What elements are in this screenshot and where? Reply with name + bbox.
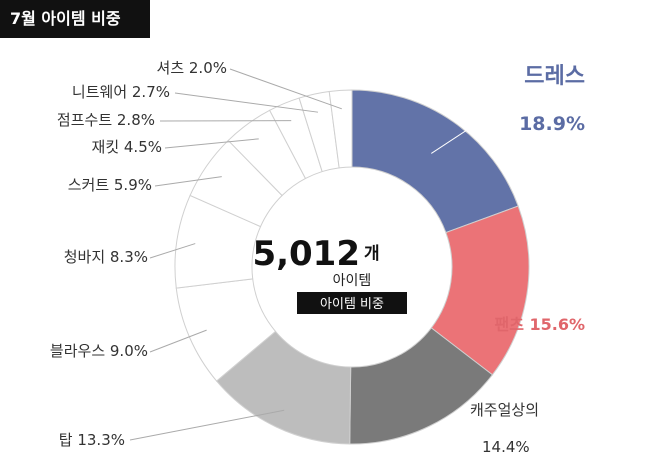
center-total-value: 5,012 xyxy=(252,234,360,274)
leader-line-dress xyxy=(431,104,506,154)
slice-label-jeans: 청바지 8.3% xyxy=(64,248,148,266)
label-group: 드레스 18.9% 팬츠 15.6% 캐주얼상의 14.4% 탑 13.3% 블라우스 9.… xyxy=(50,59,585,456)
leader-line-shirt xyxy=(229,68,342,110)
leader-line-group xyxy=(129,68,506,441)
slice-label-top: 탑 13.3% xyxy=(59,431,125,449)
slice-dress xyxy=(351,89,519,234)
leader-line-blouse xyxy=(149,329,207,353)
slice-group xyxy=(174,89,530,445)
slice-label-knitwear: 니트웨어 2.7% xyxy=(72,83,170,101)
leader-line-jacket xyxy=(164,138,259,149)
slice-label-casual-top: 캐주얼상의 xyxy=(470,401,539,419)
center-subtitle: 아이템 xyxy=(333,273,372,289)
slice-label-blouse: 블라우스 9.0% xyxy=(50,342,148,360)
slice-label-jumpsuit: 점프수트 2.8% xyxy=(57,111,155,129)
center-badge xyxy=(297,292,407,314)
chart-title: 7월 아이템 비중 xyxy=(0,0,150,38)
leader-line-top xyxy=(129,409,285,441)
leader-line-jeans xyxy=(149,243,196,259)
center-total-unit: 개 xyxy=(364,244,380,264)
slice-label-jacket: 재킷 4.5% xyxy=(92,138,162,156)
slice-label-pants: 팬츠 15.6% xyxy=(494,315,585,334)
slice-label-dress: 드레스 xyxy=(524,64,585,89)
slice-label-skirt: 스커트 5.9% xyxy=(68,176,152,194)
center-badge-label: 아이템 비중 xyxy=(320,297,384,312)
slice-value-casual-top: 14.4% xyxy=(482,438,530,456)
slice-value-dress: 18.9% xyxy=(519,113,585,135)
slice-shirt xyxy=(328,89,353,169)
leader-line-knitwear xyxy=(174,92,319,113)
slice-label-shirt: 셔츠 2.0% xyxy=(157,59,227,77)
leader-line-skirt xyxy=(154,176,222,187)
